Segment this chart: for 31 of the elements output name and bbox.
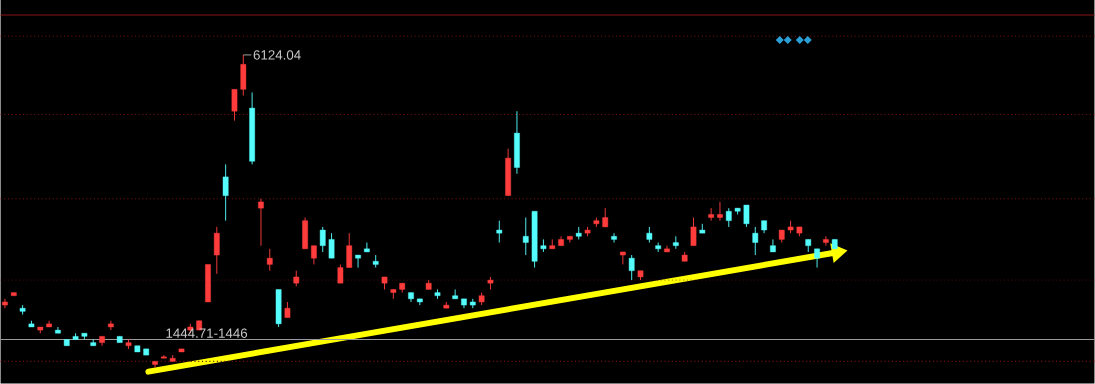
- candlestick: [222, 164, 229, 222]
- annotation: 6124.04: [253, 50, 301, 60]
- candlestick: [628, 254, 635, 281]
- candlestick: [567, 236, 573, 244]
- annotation: 1444.71-1446: [166, 328, 248, 339]
- candlestick: [823, 236, 829, 247]
- candlestick: [814, 248, 820, 269]
- candlestick: [725, 207, 732, 228]
- candlestick: [231, 89, 238, 122]
- candlestick: [355, 254, 361, 269]
- candlestick: [328, 232, 335, 259]
- candlestick: [620, 251, 626, 266]
- candlestick: [266, 248, 273, 272]
- candlestick: [346, 232, 353, 269]
- candlestick: [602, 207, 609, 228]
- candlestick: [496, 220, 503, 244]
- candlestick: [717, 201, 723, 222]
- candlestick: [752, 226, 759, 256]
- candlestick: [522, 217, 529, 256]
- candlestick: [690, 217, 697, 247]
- candlestick: [337, 264, 344, 284]
- candlestick: [311, 245, 317, 266]
- candlestick: [743, 204, 750, 228]
- candlestick: [152, 361, 158, 369]
- candlestick: [770, 239, 776, 253]
- candlestick: [213, 226, 220, 275]
- candlestick: [611, 232, 617, 244]
- candlestick: [708, 207, 714, 222]
- candlestick: [258, 198, 264, 247]
- candlestick: [319, 226, 326, 253]
- candlestick: [364, 242, 370, 253]
